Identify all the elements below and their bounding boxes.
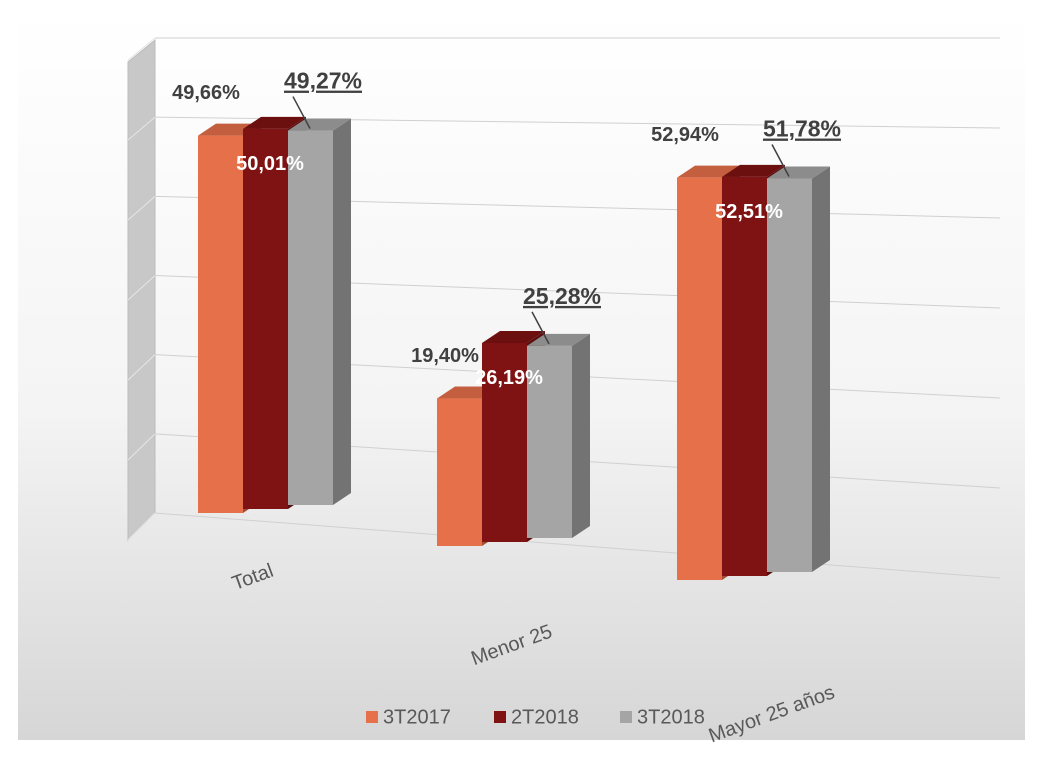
legend-label: 3T2017 [383, 706, 451, 728]
bar-top [527, 333, 590, 346]
data-label: 52,51% [715, 201, 783, 223]
legend-swatch [366, 711, 378, 723]
legend-label: 2T2018 [511, 706, 579, 728]
bar-top [288, 118, 351, 131]
bar-front [288, 130, 333, 505]
data-label: 52,94% [651, 124, 719, 146]
bar-front [198, 135, 243, 514]
bar [767, 166, 830, 573]
leader-line [292, 96, 311, 129]
data-label: 49,66% [172, 82, 240, 104]
wall-grid-line [127, 433, 156, 461]
bar [288, 118, 351, 505]
grid-line [154, 512, 1001, 579]
bar-side [812, 166, 830, 573]
side-wall [127, 38, 156, 542]
wall-grid-line [127, 116, 156, 141]
bar-top [722, 164, 785, 177]
bar-top [482, 330, 545, 343]
bar-front [527, 345, 572, 538]
wall-grid-line [127, 275, 156, 301]
leader-line [771, 144, 790, 177]
legend-label: 3T2018 [637, 706, 705, 728]
data-label: 49,27% [284, 68, 362, 94]
bar-front [767, 178, 812, 573]
bar-side [572, 333, 590, 538]
bar-top [677, 165, 740, 178]
wall-grid-line [127, 512, 156, 541]
bar-top [767, 166, 830, 179]
bar-front [722, 176, 767, 576]
data-label: 25,28% [523, 283, 601, 309]
bar-front [243, 128, 288, 509]
wall-grid-line [127, 195, 156, 221]
bar-top [243, 116, 306, 129]
wall-grid-line [127, 37, 156, 61]
bar-front [437, 398, 482, 546]
data-label: 19,40% [411, 345, 479, 367]
wall-grid-line [127, 354, 156, 381]
leader-line [531, 311, 550, 345]
legend-swatch [494, 711, 506, 723]
data-label: 50,01% [236, 153, 304, 175]
data-label: 26,19% [475, 367, 543, 389]
legend-swatch [620, 711, 632, 723]
bar-front [677, 177, 722, 580]
bar-side [333, 118, 351, 505]
bar-front [482, 342, 527, 542]
bar [527, 333, 590, 538]
data-label: 51,78% [763, 116, 841, 142]
